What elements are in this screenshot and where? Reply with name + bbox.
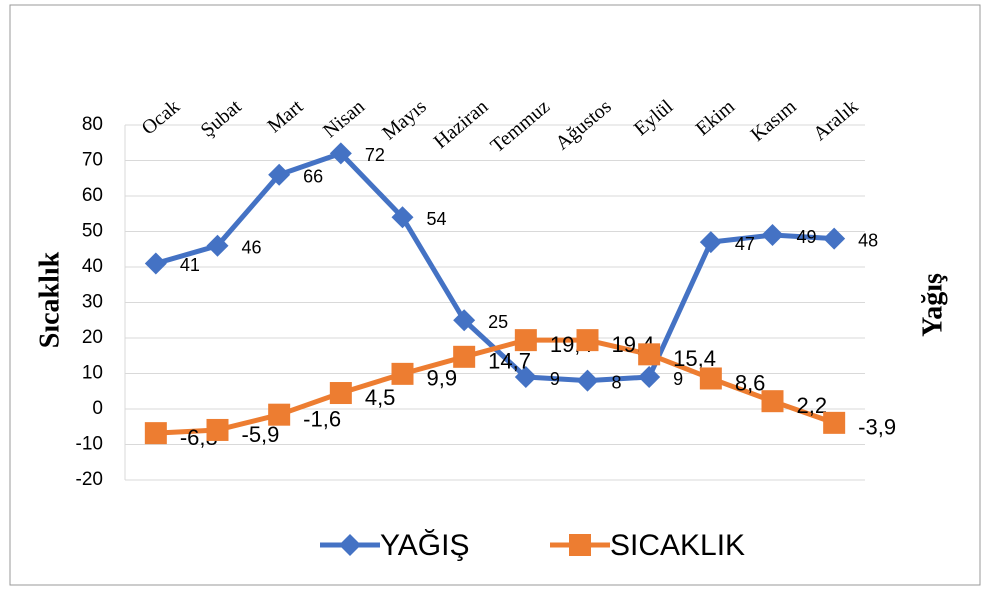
y-tick-label: 50: [82, 221, 103, 242]
data-label: -5,9: [242, 422, 280, 447]
legend-label: YAĞIŞ: [380, 529, 469, 562]
point: [576, 329, 599, 352]
data-label: 25: [488, 312, 508, 332]
data-label: 2,2: [797, 393, 828, 418]
data-label: 4,5: [365, 385, 396, 410]
point: [268, 163, 291, 186]
point: [453, 309, 476, 332]
point: [144, 422, 167, 445]
point: [329, 382, 352, 405]
point: [514, 366, 537, 389]
y-axis-title: Sıcaklık: [34, 251, 65, 348]
point: [569, 534, 591, 556]
point: [761, 390, 784, 413]
point: [206, 234, 229, 257]
chart-border: [9, 4, 981, 586]
data-label: 8,6: [735, 370, 766, 395]
data-label: 49: [797, 227, 817, 247]
data-label: 9: [673, 369, 683, 389]
y-tick-label: 70: [82, 150, 103, 171]
point: [453, 345, 476, 368]
point: [576, 369, 599, 392]
point: [638, 343, 661, 366]
data-label: 72: [365, 145, 385, 165]
point: [514, 329, 537, 352]
data-label: 14,7: [488, 349, 531, 374]
data-label: 66: [303, 166, 323, 186]
data-label: 9: [550, 369, 560, 389]
point: [391, 362, 414, 385]
point: [761, 224, 784, 247]
data-label: 15,4: [673, 346, 716, 371]
point: [823, 411, 846, 434]
data-label: 48: [858, 230, 878, 250]
y-tick-label: 30: [82, 292, 103, 313]
y-tick-label: 60: [82, 185, 103, 206]
y-tick-label: 10: [82, 363, 103, 384]
y-tick-label: -20: [76, 469, 103, 490]
point: [144, 252, 167, 275]
y-tick-label: 40: [82, 256, 103, 277]
data-label: 54: [427, 209, 447, 229]
point: [391, 206, 414, 229]
data-label: 46: [242, 237, 262, 257]
legend-label: SICAKLIK: [610, 529, 745, 562]
y-tick-label: 0: [92, 398, 103, 419]
data-label: 9,9: [427, 366, 458, 391]
data-label: 47: [735, 234, 755, 254]
point: [339, 534, 361, 556]
y-tick-label: 20: [82, 327, 103, 348]
data-label: -1,6: [303, 406, 341, 431]
point: [699, 231, 722, 254]
point: [699, 367, 722, 390]
data-label: 41: [180, 255, 200, 275]
y-tick-label: -10: [76, 434, 103, 455]
point: [823, 227, 846, 250]
data-label: 8: [612, 372, 622, 392]
point: [206, 418, 229, 441]
point: [268, 403, 291, 426]
point: [638, 366, 661, 389]
point: [329, 142, 352, 165]
y2-axis-title: Yağış: [917, 273, 948, 337]
data-label: -3,9: [858, 415, 896, 440]
y-tick-label: 80: [82, 114, 103, 135]
